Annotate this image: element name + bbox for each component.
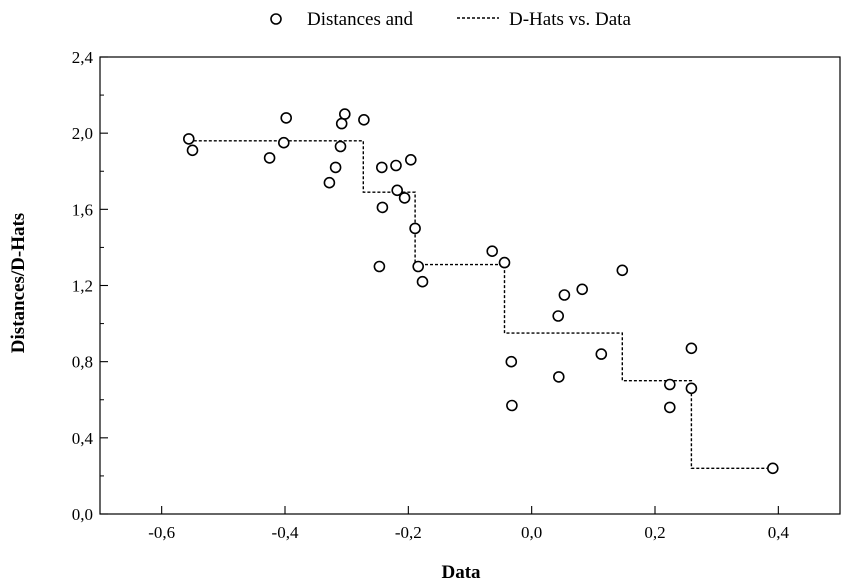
- x-tick-label: -0,4: [272, 523, 299, 542]
- x-tick-label: -0,6: [148, 523, 175, 542]
- y-tick-label: 1,2: [72, 277, 93, 296]
- y-tick-label: 1,6: [72, 200, 93, 219]
- y-tick-label: 2,4: [72, 48, 94, 67]
- distances-series: [183, 108, 779, 475]
- data-point: [338, 108, 351, 120]
- plot-frame: [99, 56, 841, 515]
- d-hats-step-line: [188, 140, 773, 469]
- data-point: [376, 201, 389, 214]
- x-tick-label: 0,2: [644, 523, 665, 542]
- legend-label-dhats: D-Hats vs. Data: [509, 9, 631, 30]
- data-point: [506, 399, 518, 412]
- y-tick-label: 0,4: [72, 429, 94, 448]
- data-point: [685, 342, 698, 355]
- data-point: [663, 401, 676, 414]
- data-point: [409, 222, 421, 235]
- data-point: [412, 260, 425, 273]
- data-point: [505, 355, 518, 368]
- y-axis: 0,0 0,4 0,8 1,2 1,6 2,0 2,4: [72, 48, 108, 524]
- data-point: [552, 310, 565, 322]
- data-point: [486, 245, 499, 257]
- data-point: [335, 117, 348, 130]
- data-point: [398, 192, 411, 204]
- data-point: [280, 112, 293, 124]
- data-point: [558, 289, 571, 301]
- x-axis: -0,6 -0,4 -0,2 0,0 0,2 0,4: [148, 506, 789, 542]
- x-tick-label: 0,4: [768, 523, 790, 542]
- data-point: [391, 184, 404, 197]
- data-point: [323, 176, 336, 189]
- data-point: [183, 133, 195, 145]
- d-hats-series: [188, 140, 773, 469]
- data-point: [685, 382, 698, 395]
- data-point: [373, 260, 386, 273]
- data-point: [263, 152, 276, 164]
- y-axis-title: Distances/D-Hats: [8, 213, 29, 353]
- data-point: [277, 136, 290, 149]
- data-point: [404, 154, 417, 166]
- data-point: [186, 144, 199, 157]
- legend: Distances and D-Hats vs. Data: [270, 9, 631, 30]
- y-tick-label: 0,8: [72, 353, 93, 372]
- data-point: [375, 161, 388, 174]
- data-point: [329, 161, 342, 174]
- data-point: [390, 159, 402, 172]
- data-point: [498, 256, 511, 269]
- x-axis-title: Data: [441, 562, 481, 582]
- x-tick-label: 0,0: [521, 523, 542, 542]
- legend-marker-circle: [270, 13, 282, 25]
- legend-label-distances: Distances and: [307, 9, 414, 30]
- data-point: [552, 371, 565, 383]
- data-point: [663, 378, 676, 391]
- data-point: [595, 348, 608, 360]
- data-point: [416, 275, 429, 288]
- data-point: [334, 140, 347, 153]
- data-point: [616, 264, 629, 277]
- x-tick-label: -0,2: [395, 523, 422, 542]
- y-tick-label: 2,0: [72, 124, 93, 143]
- data-point: [766, 462, 779, 475]
- y-tick-label: 0,0: [72, 505, 93, 524]
- data-point: [358, 114, 370, 126]
- data-point: [576, 283, 589, 296]
